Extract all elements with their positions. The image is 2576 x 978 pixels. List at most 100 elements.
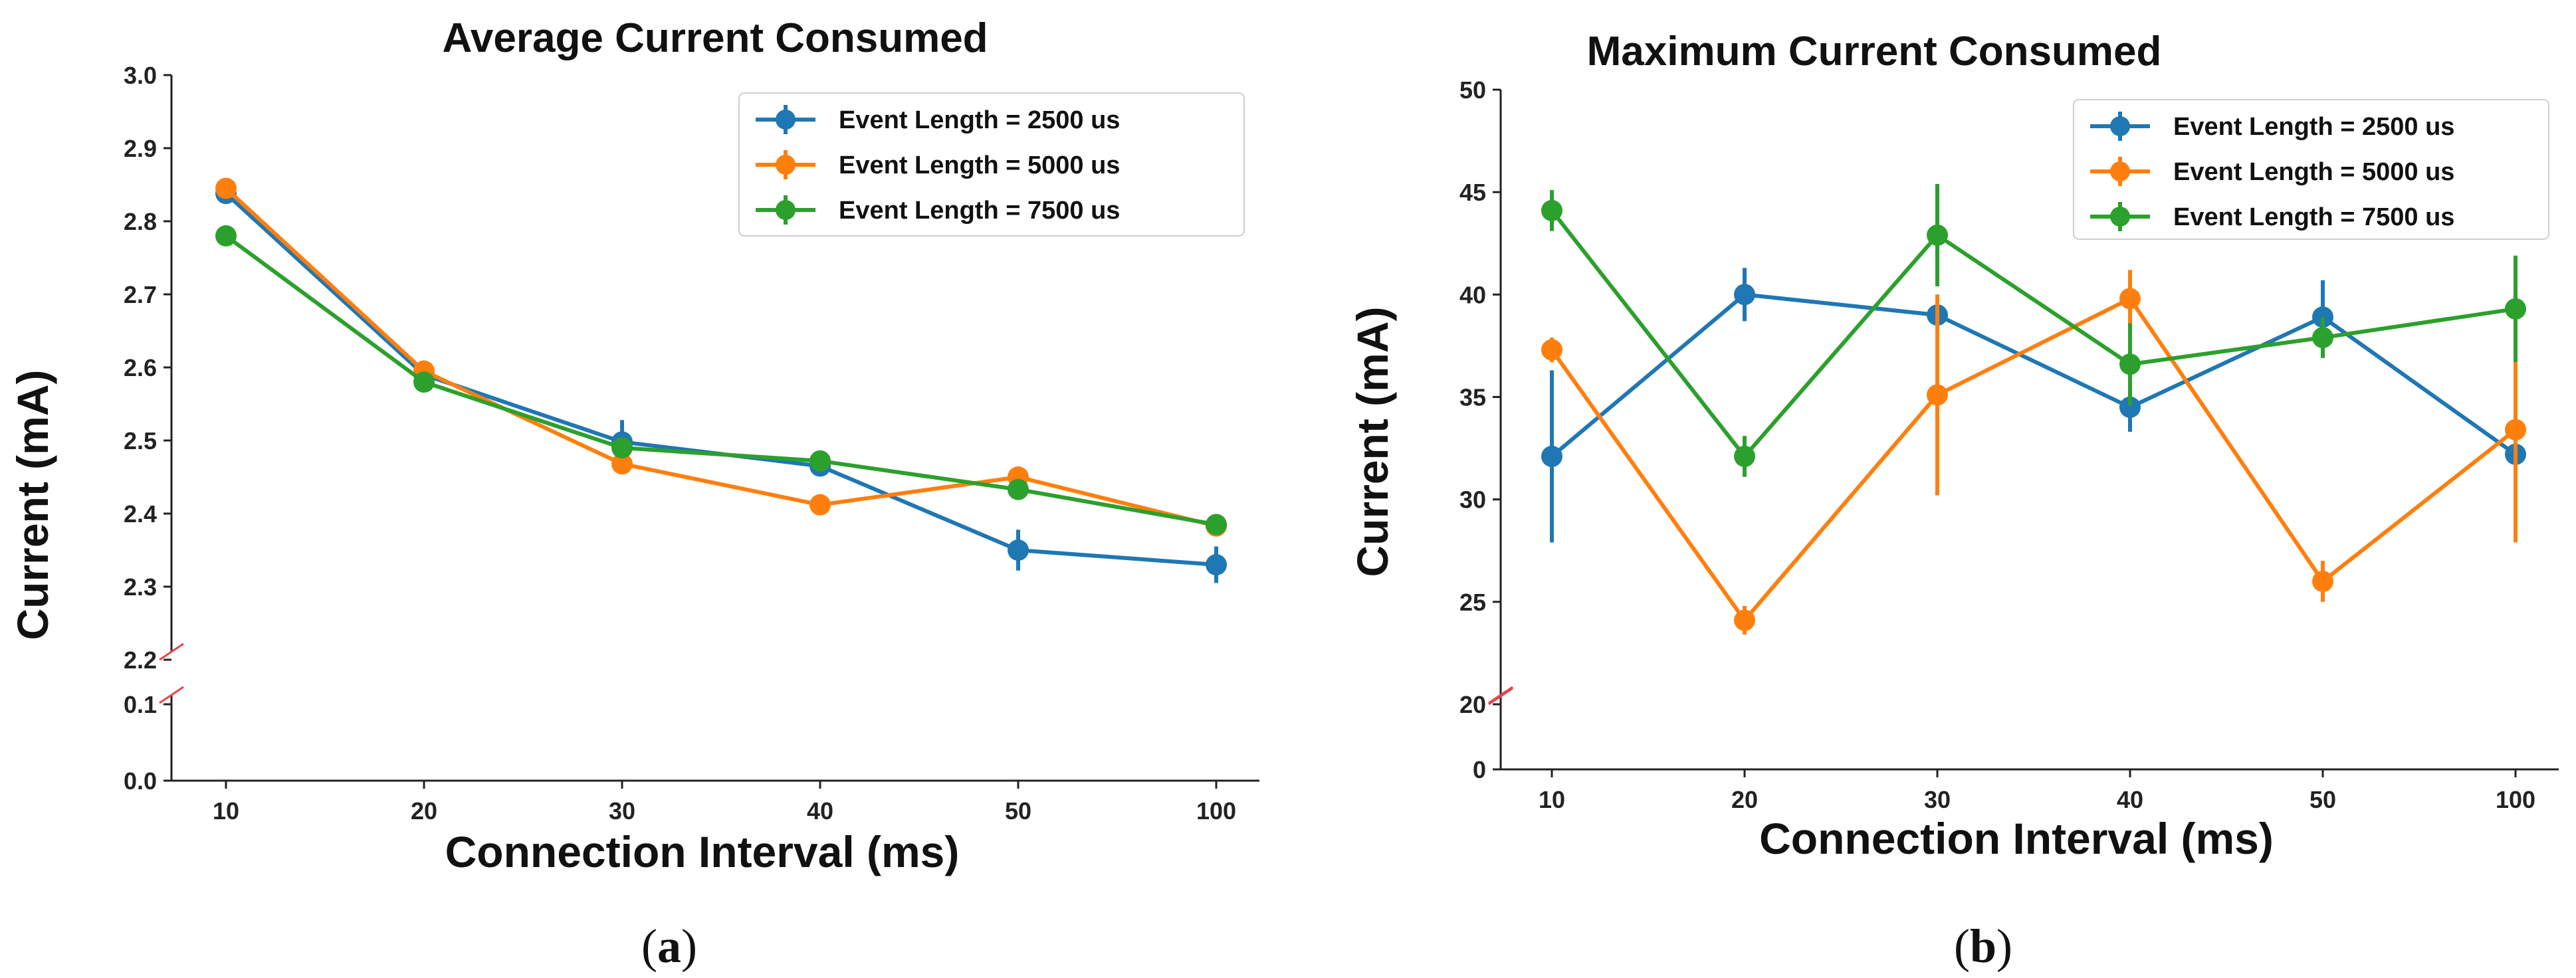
chart-title: Average Current Consumed — [442, 15, 988, 61]
y-tick-label: 2.7 — [124, 281, 157, 308]
data-point — [2119, 353, 2141, 375]
chart-panel-1: Average Current Consumed 0.0 0.1 2.2 2.3 2.4 2… — [8, 15, 1259, 973]
axis-break-mark-1 — [1488, 686, 1513, 704]
caption-paren-open: ( — [641, 920, 657, 973]
caption-letter: a — [657, 920, 681, 973]
y-tick-label: 0.0 — [124, 767, 157, 795]
x-tick-label: 50 — [1005, 797, 1031, 825]
legend-label: Event Length = 2500 us — [2173, 113, 2454, 141]
data-point — [2119, 288, 2141, 310]
x-tick-label: 100 — [1196, 797, 1236, 825]
x-tick-label: 40 — [807, 797, 833, 825]
x-axis-label: Connection Interval (ms) — [445, 827, 960, 876]
x-tick-label: 20 — [411, 797, 437, 825]
data-point — [1008, 539, 1029, 561]
y-tick-label: 30 — [1459, 486, 1486, 514]
panel-caption: (b) — [1954, 920, 2012, 973]
legend-label: Event Length = 5000 us — [2173, 158, 2454, 186]
data-point — [413, 371, 435, 393]
data-point — [611, 437, 633, 458]
series-line — [1550, 209, 2516, 458]
x-tick-label: 50 — [2309, 786, 2336, 813]
data-point — [2505, 419, 2526, 440]
series-1 — [215, 183, 1227, 583]
axis-break-mark-2 — [1488, 687, 1513, 706]
data-point — [2312, 327, 2333, 349]
data-point — [215, 177, 237, 199]
y-tick-label: 2.8 — [124, 208, 157, 235]
legend-entry: Event Length = 7500 us — [2090, 202, 2454, 231]
legend-entry: Event Length = 5000 us — [2090, 157, 2454, 186]
data-point — [1927, 224, 1948, 246]
x-tick-label: 10 — [1539, 786, 1565, 813]
legend-label: Event Length = 5000 us — [839, 151, 1120, 179]
data-point — [1541, 199, 1562, 221]
data-point — [1541, 339, 1562, 361]
y-tick-label: 40 — [1459, 281, 1486, 308]
legend: Event Length = 2500 us Event Length = 500… — [738, 92, 1245, 237]
x-tick-label: 100 — [2496, 786, 2535, 813]
legend-marker — [2110, 207, 2130, 227]
y-tick-label: 45 — [1459, 179, 1486, 206]
series-line — [225, 234, 1217, 527]
y-tick-label: 2.4 — [124, 500, 157, 528]
y-tick-label: 3.0 — [124, 62, 157, 89]
y-tick-label: 0.1 — [124, 691, 157, 718]
x-tick-label: 30 — [609, 797, 635, 825]
y-tick-label: 2.9 — [124, 135, 157, 162]
series-3 — [1541, 183, 2526, 477]
data-point — [1206, 514, 1227, 536]
x-tick-label: 10 — [213, 797, 239, 825]
legend-entry: Event Length = 7500 us — [756, 195, 1120, 225]
y-axis-label: Current (mA) — [1348, 307, 1397, 577]
data-point — [1927, 384, 1948, 406]
legend-marker — [776, 155, 796, 175]
caption-letter: b — [1970, 920, 1996, 973]
y-tick-label: 2.3 — [124, 573, 157, 601]
x-tick-label: 30 — [1924, 786, 1951, 813]
chart-panel-2: Maximum Current Consumed 0 20 25 30 35 40 45 50 1… — [1348, 29, 2559, 973]
legend-entry: Event Length = 2500 us — [2090, 112, 2454, 141]
y-tick-label: 50 — [1459, 76, 1486, 104]
panel-caption: (a) — [641, 920, 697, 973]
series-1 — [1541, 268, 2526, 543]
data-point — [1734, 609, 1755, 631]
series-2 — [1541, 270, 2526, 635]
y-tick-label: 20 — [1459, 691, 1486, 718]
series-line — [224, 191, 1217, 567]
data-point — [2119, 396, 2141, 418]
legend-frame — [2073, 99, 2549, 240]
y-tick-label: 2.5 — [124, 427, 157, 454]
caption-paren-open: ( — [1954, 920, 1970, 973]
series-line — [224, 187, 1217, 528]
y-tick-label: 35 — [1459, 384, 1486, 411]
x-tick-label: 40 — [2117, 786, 2143, 813]
axis-break-mark-2 — [159, 642, 184, 661]
data-point — [2505, 298, 2526, 320]
legend-marker — [776, 200, 796, 220]
legend-marker — [776, 110, 796, 130]
legend-label: Event Length = 7500 us — [2173, 203, 2454, 231]
chart-title: Maximum Current Consumed — [1587, 29, 2162, 74]
data-point — [2312, 571, 2333, 592]
y-axis-label: Current (mA) — [8, 370, 57, 640]
legend-marker — [2110, 116, 2130, 136]
legend-marker — [2110, 161, 2130, 181]
y-tick-label: 2.2 — [124, 646, 157, 674]
legend-entry: Event Length = 2500 us — [756, 105, 1120, 134]
legend-frame — [738, 92, 1245, 237]
caption-paren-close: ) — [1996, 920, 2012, 973]
caption-paren-close: ) — [681, 920, 697, 973]
axis-break-mark-1 — [159, 686, 184, 704]
data-point — [1008, 478, 1029, 500]
x-tick-label: 20 — [1731, 786, 1758, 813]
y-tick-label: 2.6 — [124, 354, 157, 381]
series-line — [1551, 292, 2517, 458]
y-tick-label: 25 — [1459, 589, 1486, 616]
legend-label: Event Length = 2500 us — [839, 106, 1120, 134]
legend-label: Event Length = 7500 us — [839, 197, 1120, 225]
x-axis-label: Connection Interval (ms) — [1759, 814, 2274, 863]
series-line — [1550, 296, 2517, 623]
data-point — [809, 450, 831, 472]
y-tick-label: 0 — [1473, 756, 1486, 783]
